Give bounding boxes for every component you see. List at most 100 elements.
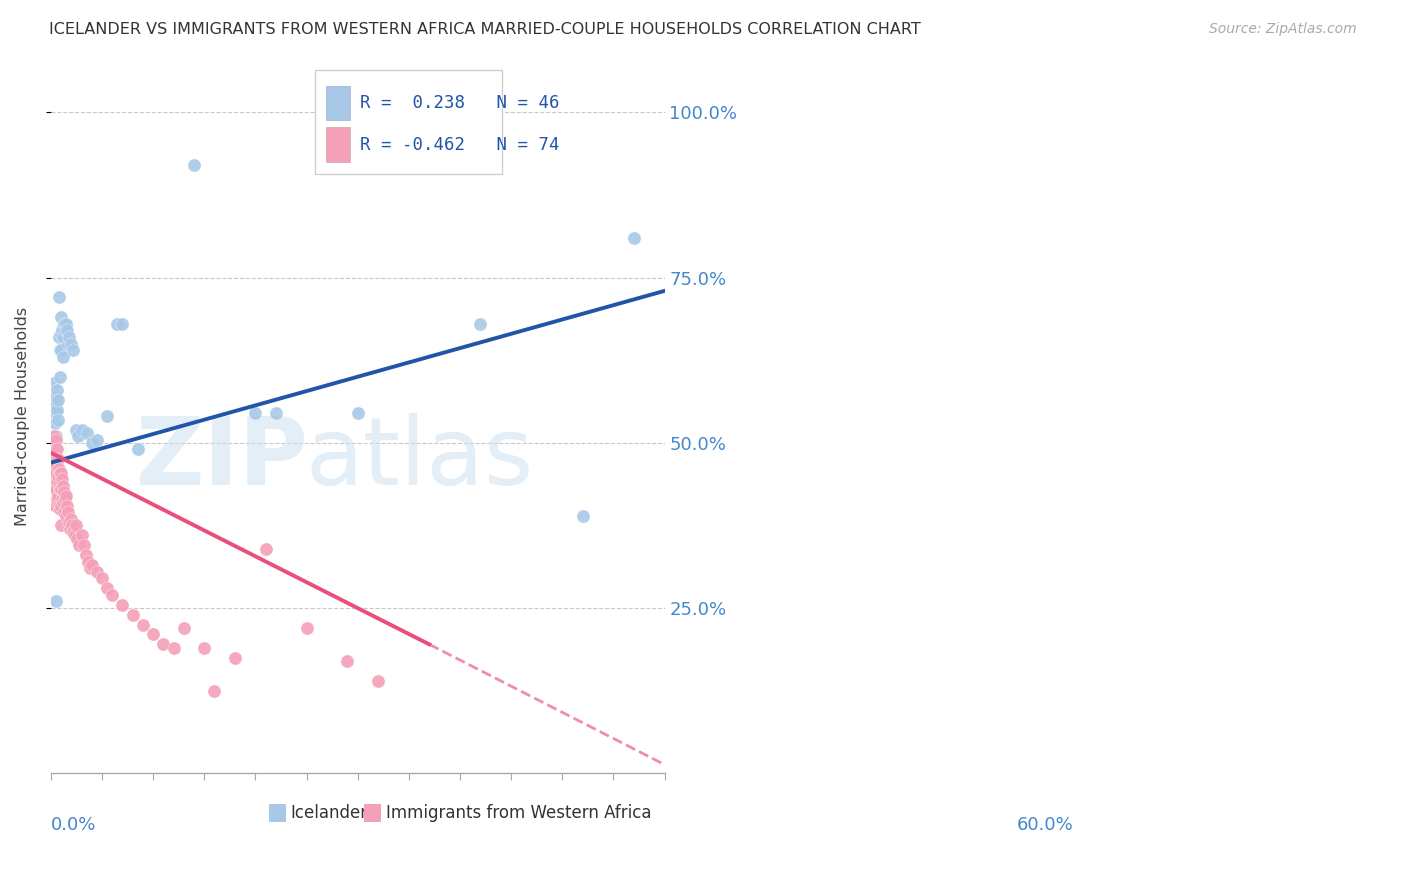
Point [55,317,77,331]
Point [49,502,72,516]
Bar [326,86,350,120]
Point [60,336,83,351]
Point [571,508,593,523]
Text: atlas: atlas [305,413,533,505]
Point [60,512,83,526]
Point [48,290,70,304]
Point [62,524,84,539]
Point [111,598,134,612]
Point [52,350,75,364]
Point [69,538,91,552]
Point [55,508,77,523]
Point [46,468,69,483]
Point [45,433,67,447]
Point [58,515,80,529]
Point [58,330,80,344]
Text: Icelanders: Icelanders [291,805,377,822]
Point [183,158,205,172]
Point [45,499,67,513]
Text: 60.0%: 60.0% [1017,816,1074,834]
Point [67,429,90,443]
Point [65,528,87,542]
Point [346,406,368,420]
Point [72,538,94,552]
Point [49,343,72,358]
Point [46,475,69,490]
Point [46,402,69,417]
Point [51,491,73,506]
Point [49,466,72,480]
Point [45,429,67,443]
Point [224,650,246,665]
Point [58,505,80,519]
Point [52,330,75,344]
FancyBboxPatch shape [315,70,502,174]
Point [70,423,93,437]
Text: Immigrants from Western Africa: Immigrants from Western Africa [385,805,651,822]
Point [111,317,134,331]
Text: R =  0.238   N = 46: R = 0.238 N = 46 [360,95,560,112]
Point [49,326,72,341]
Y-axis label: Married-couple Households: Married-couple Households [15,307,30,526]
Point [132,617,155,632]
Point [173,621,195,635]
Point [86,565,108,579]
Point [623,231,645,245]
Point [44,416,66,430]
Point [49,466,72,480]
Point [336,654,359,668]
Point [44,442,66,457]
Point [56,324,79,338]
Point [44,462,66,476]
Point [49,482,72,496]
Point [91,571,114,585]
Bar [326,128,350,161]
Point [62,343,84,358]
Point [52,479,75,493]
Point [76,425,98,440]
Point [49,518,72,533]
Point [254,541,277,556]
Text: Source: ZipAtlas.com: Source: ZipAtlas.com [1209,22,1357,37]
Point [48,330,70,344]
Point [45,482,67,496]
Point [46,392,69,407]
Point [53,485,76,500]
Point [45,390,67,404]
Point [49,482,72,496]
Point [127,442,149,457]
Point [42,452,65,467]
Point [70,528,93,542]
Point [96,581,118,595]
Point [46,491,69,506]
Point [45,466,67,480]
Point [46,413,69,427]
Point [53,505,76,519]
Point [49,343,72,358]
Point [45,594,67,608]
Point [52,495,75,509]
Point [65,518,87,533]
Point [80,435,103,450]
Point [49,310,72,325]
Point [56,499,79,513]
Bar [364,804,381,822]
Point [75,548,97,562]
Point [42,435,65,450]
Point [142,627,165,641]
Point [45,406,67,420]
Text: 0.0%: 0.0% [51,816,96,834]
Point [42,449,65,463]
Point [59,522,82,536]
Point [193,640,215,655]
Point [65,423,87,437]
Point [44,482,66,496]
Point [58,336,80,351]
Point [60,518,83,533]
Text: R = -0.462   N = 74: R = -0.462 N = 74 [360,136,560,153]
Point [42,468,65,483]
Point [96,409,118,424]
Point [46,452,69,467]
Point [51,472,73,486]
Point [55,489,77,503]
